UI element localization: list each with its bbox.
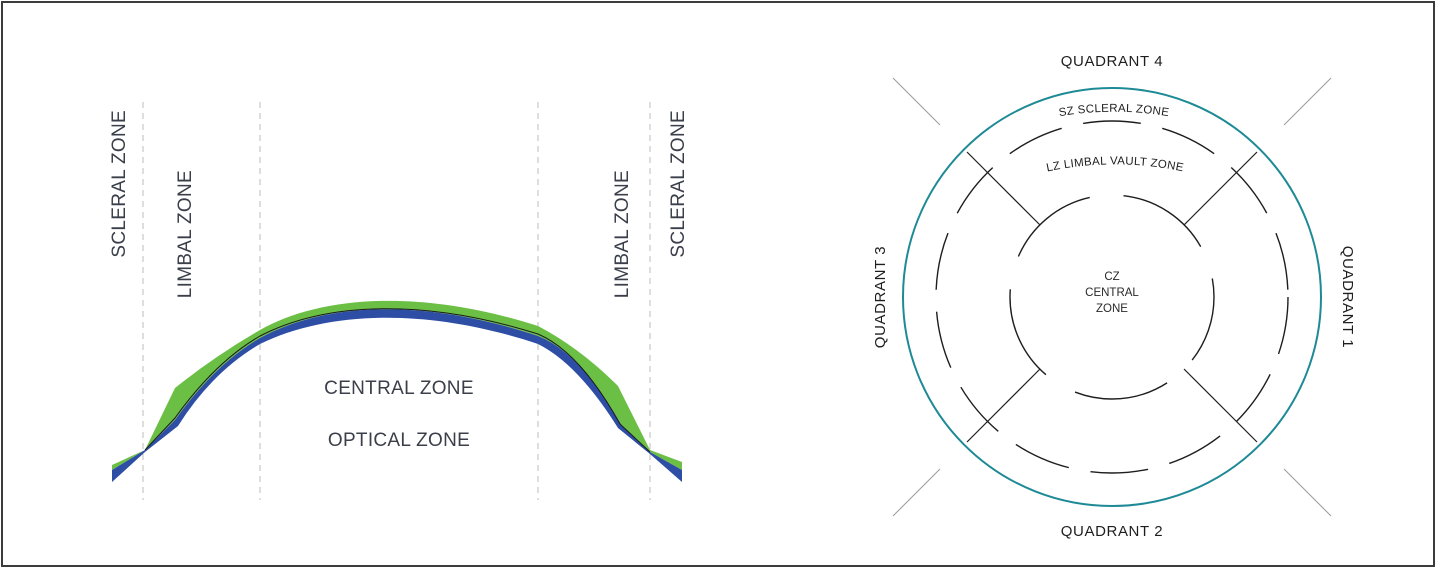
label-limbal-zone-right: LIMBAL ZONE <box>612 170 633 298</box>
label-limbal-zone-left: LIMBAL ZONE <box>175 170 196 298</box>
zone-dividers <box>142 102 651 500</box>
label-central-zone: CENTRAL ZONE <box>324 378 474 399</box>
label-scleral-zone-right: SCLERAL ZONE <box>668 110 689 258</box>
label-optical-zone: OPTICAL ZONE <box>328 430 470 451</box>
label-scleral-zone-left: SCLERAL ZONE <box>109 110 130 258</box>
cross-section-diagram: SCLERAL ZONE LIMBAL ZONE CENTRAL ZONE OP… <box>109 102 689 500</box>
tear-layer-line <box>144 308 651 453</box>
